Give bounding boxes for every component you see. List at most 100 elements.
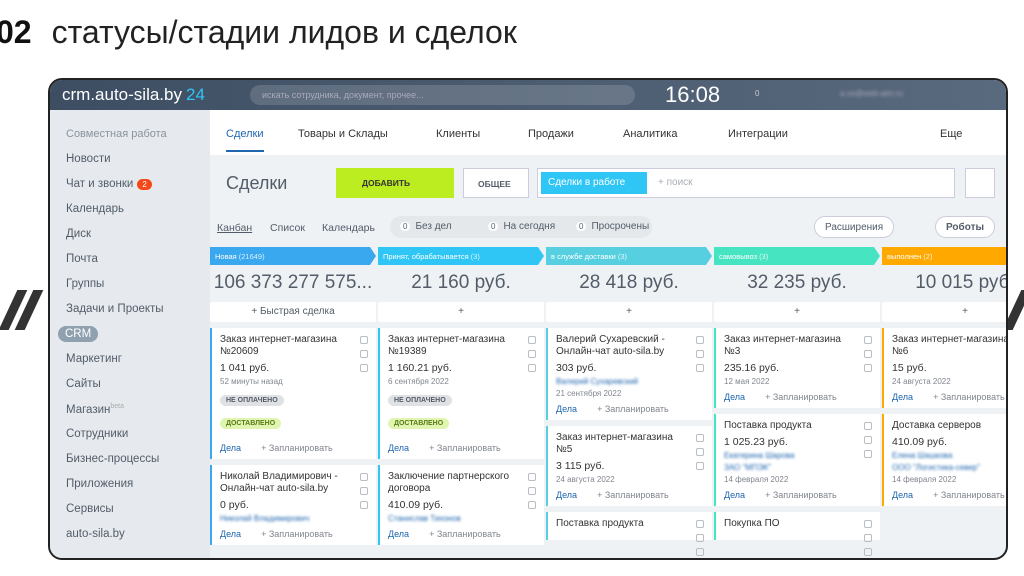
- activities-link[interactable]: Дела: [724, 490, 746, 500]
- tab[interactable]: Аналитика: [623, 128, 678, 140]
- contact-icon[interactable]: [696, 350, 704, 358]
- tab[interactable]: Сделки: [226, 128, 264, 152]
- contact-icon[interactable]: [360, 364, 368, 372]
- counter[interactable]: 0 Без дел: [400, 221, 452, 232]
- counter[interactable]: 0 Просрочены: [576, 221, 649, 232]
- activities-link[interactable]: Дела: [556, 490, 578, 500]
- contact-icon[interactable]: [696, 434, 704, 442]
- quick-add[interactable]: +: [378, 302, 544, 322]
- contact-icon[interactable]: [696, 364, 704, 372]
- quick-add[interactable]: +: [714, 302, 880, 322]
- column-header[interactable]: самовывоз (3): [714, 247, 880, 265]
- sidebar-item[interactable]: Сервисы: [66, 503, 114, 515]
- deal-card[interactable]: Поставка продукта: [546, 512, 712, 556]
- plan-link[interactable]: + Запланировать: [429, 529, 501, 539]
- view-switch[interactable]: Календарь: [322, 222, 375, 234]
- tab[interactable]: Товары и Склады: [298, 128, 388, 140]
- view-switch[interactable]: Канбан: [217, 222, 253, 234]
- activities-link[interactable]: Дела: [724, 392, 746, 402]
- column-header[interactable]: выполнен (2): [882, 247, 1008, 265]
- contact-icon[interactable]: [528, 501, 536, 509]
- portal[interactable]: crm.auto-sila.by 24: [62, 85, 205, 105]
- filter-box[interactable]: Сделки в работе + поиск: [537, 168, 955, 198]
- add-button[interactable]: ДОБАВИТЬ: [336, 168, 454, 198]
- deal-card[interactable]: Заказ интернет-магазина №20609 1 041 руб.…: [210, 328, 376, 459]
- deal-card[interactable]: Доставка серверов 410.09 руб. Елена Шашков…: [882, 414, 1006, 506]
- contact-icon[interactable]: [864, 436, 872, 444]
- tab[interactable]: Интеграции: [728, 128, 788, 140]
- activities-link[interactable]: Дела: [892, 392, 914, 402]
- quick-add[interactable]: +: [546, 302, 712, 322]
- sidebar-section[interactable]: Совместная работа: [66, 128, 167, 140]
- filter-tag[interactable]: Сделки в работе: [541, 172, 648, 194]
- plan-link[interactable]: + Запланировать: [261, 443, 333, 453]
- column-header[interactable]: в службе доставки (3): [546, 247, 712, 265]
- deal-card[interactable]: Николай Владимирович - Онлайн-чат auto-s…: [210, 465, 376, 545]
- plan-link[interactable]: + Запланировать: [429, 443, 501, 453]
- contact-icon[interactable]: [360, 350, 368, 358]
- contact-icon[interactable]: [864, 520, 872, 528]
- contact-icon[interactable]: [528, 473, 536, 481]
- contact-icon[interactable]: [864, 350, 872, 358]
- plan-link[interactable]: + Запланировать: [597, 490, 669, 500]
- contact-icon[interactable]: [528, 350, 536, 358]
- settings-button[interactable]: [965, 168, 995, 198]
- quick-add[interactable]: + Быстрая сделка: [210, 302, 376, 322]
- sidebar-item[interactable]: Сотрудники: [66, 428, 128, 440]
- extensions-button[interactable]: Расширения: [814, 216, 895, 238]
- contact-icon[interactable]: [528, 487, 536, 495]
- sidebar-item[interactable]: Приложения: [66, 478, 133, 490]
- deal-card[interactable]: Заключение партнерского договора 410.09 р…: [378, 465, 544, 545]
- sidebar-item[interactable]: Задачи и Проекты: [66, 303, 164, 315]
- contact-icon[interactable]: [360, 487, 368, 495]
- deal-card[interactable]: Заказ интернет-магазина №19389 1 160.21 р…: [378, 328, 544, 459]
- sidebar-item[interactable]: Почта: [66, 253, 98, 265]
- contact-icon[interactable]: [696, 520, 704, 528]
- quick-add[interactable]: +: [882, 302, 1006, 322]
- deal-card[interactable]: Заказ интернет-магазина №3 235.16 руб. 12 …: [714, 328, 880, 408]
- plan-link[interactable]: + Запланировать: [765, 490, 837, 500]
- contact-icon[interactable]: [696, 534, 704, 542]
- contact-icon[interactable]: [528, 364, 536, 372]
- general-button[interactable]: ОБЩЕЕ: [463, 168, 529, 198]
- deal-card[interactable]: Поставка продукта 1 025.23 руб. Екатерина …: [714, 414, 880, 506]
- activities-link[interactable]: Дела: [892, 490, 914, 500]
- plan-link[interactable]: + Запланировать: [933, 490, 1005, 500]
- counter[interactable]: 0 На сегодня: [488, 221, 555, 232]
- plan-link[interactable]: + Запланировать: [933, 392, 1005, 402]
- activities-link[interactable]: Дела: [220, 529, 242, 539]
- contact-icon[interactable]: [360, 473, 368, 481]
- tab[interactable]: Продажи: [528, 128, 574, 140]
- sidebar-item[interactable]: auto-sila.by: [66, 528, 125, 540]
- contact-icon[interactable]: [864, 548, 872, 556]
- sidebar-item[interactable]: Группы: [66, 278, 104, 290]
- contact-icon[interactable]: [696, 336, 704, 344]
- activities-link[interactable]: Дела: [388, 443, 410, 453]
- activities-link[interactable]: Дела: [388, 529, 410, 539]
- filter-search[interactable]: + поиск: [658, 177, 693, 188]
- sidebar-item[interactable]: Магазинbeta: [66, 403, 124, 416]
- deal-card[interactable]: Валерий Сухаревский - Онлайн-чат auto-si…: [546, 328, 712, 420]
- sidebar-item[interactable]: Сайты: [66, 378, 101, 390]
- column-header[interactable]: Принят, обрабатывается (3): [378, 247, 544, 265]
- robots-button[interactable]: Роботы: [935, 216, 996, 238]
- sidebar-item[interactable]: Чат и звонки 2: [66, 178, 152, 190]
- sidebar-item[interactable]: Новости: [66, 153, 111, 165]
- contact-icon[interactable]: [864, 534, 872, 542]
- sidebar-item[interactable]: Календарь: [66, 203, 124, 215]
- plan-link[interactable]: + Запланировать: [261, 529, 333, 539]
- deal-card[interactable]: Заказ интернет-магазина №6 15 руб. 24 авгу…: [882, 328, 1006, 408]
- global-search[interactable]: искать сотрудника, документ, прочее...: [250, 85, 635, 105]
- flag-counter[interactable]: 0: [755, 89, 760, 98]
- deal-card[interactable]: Покупка ПО: [714, 512, 880, 556]
- user-menu[interactable]: a.os@web-aim.ru: [840, 89, 903, 98]
- sidebar-item[interactable]: Диск: [66, 228, 91, 240]
- contact-icon[interactable]: [864, 422, 872, 430]
- tab-more[interactable]: Еще: [940, 128, 963, 140]
- plan-link[interactable]: + Запланировать: [765, 392, 837, 402]
- contact-icon[interactable]: [360, 336, 368, 344]
- sidebar-item[interactable]: CRM: [58, 326, 99, 342]
- sidebar-item[interactable]: Маркетинг: [66, 353, 122, 365]
- view-switch[interactable]: Список: [270, 222, 305, 234]
- tab[interactable]: Клиенты: [436, 128, 481, 140]
